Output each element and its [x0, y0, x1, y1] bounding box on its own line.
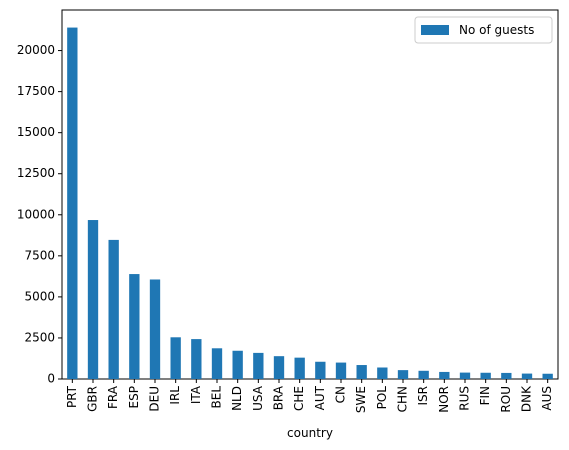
legend-box	[414, 16, 553, 44]
bar-dnk	[521, 373, 533, 379]
bar-nld	[232, 350, 243, 379]
bar-deu	[149, 279, 161, 379]
bar-pol	[377, 367, 388, 379]
y-tick-label: 20000	[17, 43, 55, 57]
plot-area: 0 2500 5000 7500 10000 12500 15000 17500 20000 P…	[17, 9, 559, 413]
x-tick-label: NLD	[230, 386, 244, 411]
bar-cn	[335, 362, 347, 379]
x-tick-label: ISR	[416, 386, 430, 406]
bar-nor	[439, 371, 450, 379]
bar-ita	[191, 339, 202, 379]
legend: No of guests	[414, 16, 553, 44]
bar-irl	[170, 337, 181, 379]
bar-chn	[397, 370, 409, 379]
bar-swe	[356, 365, 367, 379]
y-tick-label: 17500	[17, 84, 55, 98]
bar-fra	[108, 239, 119, 379]
y-axis: 0 2500 5000 7500 10000 12500 15000 17500 20000	[17, 43, 62, 386]
x-tick-label: AUT	[313, 385, 327, 410]
bar-fin	[480, 372, 491, 379]
bar-prt	[67, 27, 78, 379]
x-tick-label: ITA	[189, 385, 203, 404]
x-tick-label: CHE	[292, 386, 306, 411]
bars-group	[67, 27, 553, 379]
x-axis-title: country	[287, 426, 333, 440]
y-tick-label: 7500	[24, 248, 55, 262]
x-tick-label: BRA	[272, 385, 286, 410]
legend-swatch	[421, 25, 449, 35]
plot-frame	[61, 9, 559, 380]
bar-esp	[129, 274, 140, 379]
bar-bra	[273, 356, 285, 379]
y-tick-label: 10000	[17, 207, 55, 221]
bar-rus	[459, 372, 471, 379]
legend-label: No of guests	[459, 23, 534, 37]
x-tick-label: ROU	[499, 386, 513, 413]
bar-usa	[253, 352, 264, 379]
y-tick-label: 2500	[24, 330, 55, 344]
x-tick-label: DNK	[520, 385, 534, 412]
x-tick-label: FRA	[106, 385, 120, 409]
bar-che	[294, 357, 305, 379]
x-tick-label: CHN	[396, 386, 410, 412]
x-tick-label: ESP	[127, 386, 141, 408]
x-axis: PRT GBR FRA ESP DEU IRL ITA BEL NLD USA BRA CHE AUT C…	[65, 379, 554, 413]
x-tick-label: NOR	[437, 386, 451, 413]
x-tick-label: POL	[375, 386, 389, 410]
x-tick-label: PRT	[65, 385, 79, 408]
x-tick-label: USA	[251, 385, 265, 411]
bar-aut	[315, 361, 326, 379]
y-tick-label: 12500	[17, 166, 55, 180]
y-tick-label: 0	[47, 372, 55, 386]
bar-rou	[501, 372, 512, 379]
bar-aus	[542, 373, 553, 379]
bar-bel	[211, 348, 223, 379]
y-tick-label: 5000	[24, 289, 55, 303]
x-tick-label: DEU	[148, 386, 162, 412]
x-tick-label: AUS	[540, 386, 554, 411]
bar-isr	[418, 370, 429, 379]
y-tick-label: 15000	[17, 125, 55, 139]
x-tick-label: GBR	[86, 386, 100, 412]
x-tick-label: FIN	[478, 386, 492, 405]
x-tick-label: BEL	[210, 386, 224, 409]
x-tick-label: RUS	[458, 386, 472, 411]
bar-gbr	[87, 220, 99, 379]
x-tick-label: CN	[334, 386, 348, 403]
x-tick-label: SWE	[354, 386, 368, 413]
x-tick-label: IRL	[168, 386, 182, 405]
